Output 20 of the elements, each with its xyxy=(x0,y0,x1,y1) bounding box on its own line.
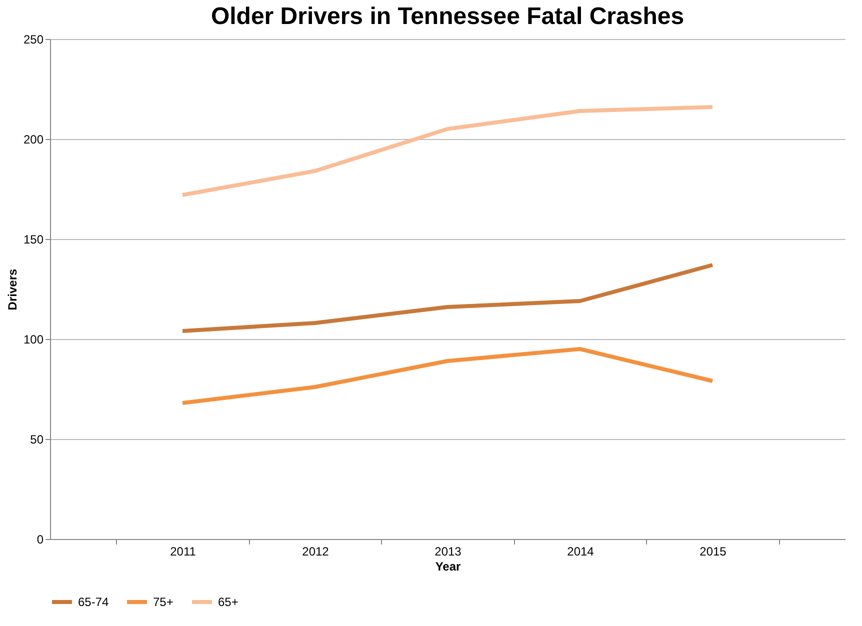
x-axis-title: Year xyxy=(435,560,462,574)
legend-label: 65-74 xyxy=(78,595,110,609)
legend-label: 75+ xyxy=(153,595,174,609)
y-tick-label: 150 xyxy=(23,232,44,246)
y-tick-label: 250 xyxy=(23,32,44,46)
y-tick-label: 0 xyxy=(36,532,44,546)
x-tick-label: 2012 xyxy=(302,544,330,558)
legend-label: 65+ xyxy=(218,595,238,609)
line-series xyxy=(180,347,714,405)
chart-title: Older Drivers in Tennessee Fatal Crashes xyxy=(210,3,684,30)
line-series xyxy=(180,263,714,333)
y-tick-label: 100 xyxy=(23,332,44,346)
line-series xyxy=(180,105,714,197)
y-axis-title: Drivers xyxy=(5,268,20,310)
x-tick-label: 2011 xyxy=(170,544,196,558)
x-tick-label: 2015 xyxy=(700,544,727,558)
y-tick-label: 200 xyxy=(23,132,44,146)
x-tick-label: 2014 xyxy=(567,544,594,558)
x-tick-label: 2013 xyxy=(434,544,462,558)
y-tick-label: 50 xyxy=(30,432,44,446)
